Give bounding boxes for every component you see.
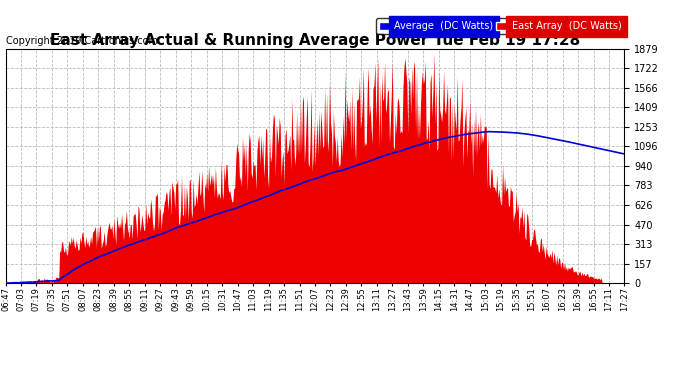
Title: East Array Actual & Running Average Power Tue Feb 19 17:28: East Array Actual & Running Average Powe… — [50, 33, 580, 48]
Text: Copyright 2019 Cartronics.com: Copyright 2019 Cartronics.com — [6, 36, 158, 46]
Legend: Average  (DC Watts), East Array  (DC Watts): Average (DC Watts), East Array (DC Watts… — [376, 18, 624, 34]
